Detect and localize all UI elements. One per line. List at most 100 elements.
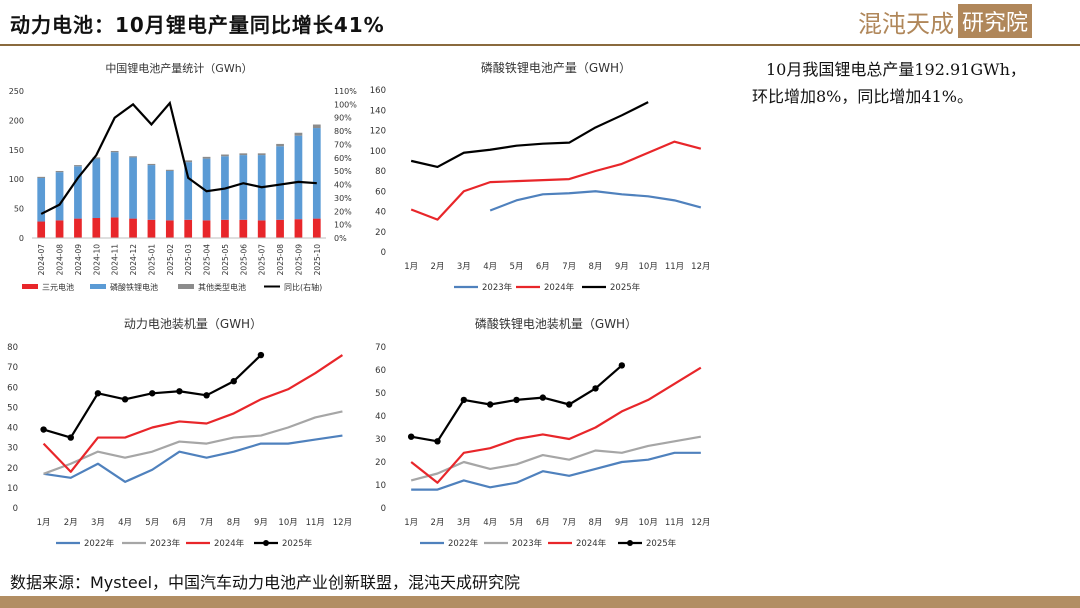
x-tick-label: 7月 — [562, 518, 576, 528]
x-tick-label: 1月 — [404, 262, 418, 272]
bar-segment — [55, 220, 64, 238]
legend-label: 2025年 — [610, 282, 641, 293]
x-tick-label: 5月 — [145, 518, 159, 528]
x-tick-label: 10月 — [639, 262, 658, 272]
bar-segment — [202, 156, 211, 159]
y-tick-label: 20 — [375, 228, 386, 238]
legend-label: 同比(右轴) — [284, 282, 322, 292]
x-tick-label: 2024-12 — [129, 244, 138, 276]
bar-segment — [129, 156, 137, 158]
x-tick-label: 6月 — [536, 262, 550, 272]
series-line — [43, 434, 343, 483]
x-tick-label: 2024-11 — [111, 244, 120, 276]
x-tick-label: 11月 — [665, 262, 684, 272]
legend-marker — [263, 540, 269, 546]
bar-segment — [184, 219, 193, 238]
bar-segment — [165, 169, 174, 171]
x-tick-label: 10月 — [278, 518, 297, 528]
x-tick-label: 2024-10 — [92, 244, 101, 276]
bar-segment — [165, 170, 174, 221]
y-tick-label: 80 — [375, 167, 386, 177]
x-tick-label: 6月 — [536, 518, 550, 528]
data-source-note: 数据来源：Mysteel，中国汽车动力电池产业创新联盟，混沌天成研究院 — [10, 573, 521, 592]
x-tick-label: 9月 — [254, 518, 268, 528]
legend-label: 2022年 — [448, 538, 479, 549]
legend-label: 2022年 — [84, 538, 115, 549]
header-divider — [0, 44, 1080, 46]
x-tick-label: 4月 — [483, 518, 497, 528]
data-point — [149, 390, 156, 397]
legend-swatch — [178, 284, 194, 289]
series-line — [411, 451, 701, 491]
x-tick-label: 11月 — [665, 518, 684, 528]
y2-tick-label: 100% — [334, 100, 357, 109]
legend-label: 2023年 — [482, 282, 513, 293]
bar-segment — [239, 219, 248, 238]
y-tick-label: 20 — [7, 464, 18, 474]
series-line — [42, 354, 344, 473]
y2-tick-label: 60% — [334, 154, 352, 163]
y2-tick-label: 80% — [334, 127, 352, 136]
y-tick-label: 40 — [375, 412, 386, 422]
x-tick-label: 5月 — [510, 262, 524, 272]
lfp-battery-installation-chart: 磷酸铁锂电池装机量（GWH） 0 10 20 30 40 50 60 70 1月 2月 3月 4月 5月 6… — [375, 316, 710, 549]
x-tick-label: 12月 — [691, 262, 710, 272]
y-tick-label: 40 — [375, 208, 386, 218]
data-point — [618, 362, 626, 369]
chart-title: 磷酸铁锂电池装机量（GWH） — [475, 316, 637, 331]
bar-segment — [92, 218, 101, 238]
y-tick-label: 0 — [381, 504, 386, 514]
legend-label: 三元电池 — [42, 282, 74, 292]
x-tick-label: 10月 — [639, 518, 658, 528]
bar-segment — [37, 221, 46, 238]
y-tick-label: 80 — [7, 343, 18, 353]
x-tick-label: 4月 — [483, 262, 497, 272]
y-tick-label: 10 — [7, 484, 18, 494]
legend-label: 2025年 — [646, 538, 677, 549]
legend-label: 2024年 — [544, 282, 575, 293]
bar-segment — [129, 157, 137, 219]
x-tick-label: 2024-09 — [74, 244, 83, 276]
y2-tick-label: 90% — [334, 114, 352, 123]
x-tick-label: 1月 — [37, 518, 51, 528]
power-battery-installation-chart: 动力电池装机量（GWH） 0 10 20 30 40 50 60 70 80 1月 2月 3月 4月 5月 6… — [7, 317, 352, 549]
summary-line-1: 10月我国锂电总产量192.91GWh， — [766, 60, 1026, 79]
bar-segment — [294, 135, 303, 220]
x-tick-label: 2月 — [431, 518, 445, 528]
y-tick-label: 70 — [7, 363, 18, 373]
bar-segment — [74, 166, 82, 219]
bar-segment — [294, 219, 303, 238]
x-tick-label: 1月 — [404, 518, 418, 528]
x-tick-label: 2024-07 — [37, 244, 46, 276]
y-tick-label: 70 — [375, 343, 386, 353]
data-point — [94, 390, 102, 397]
x-tick-label: 2025-10 — [313, 244, 322, 276]
y-tick-label: 160 — [370, 86, 386, 96]
x-tick-label: 2025-04 — [203, 244, 212, 276]
bar-segment — [74, 165, 82, 167]
x-tick-label: 9月 — [615, 518, 629, 528]
legend-marker — [627, 540, 633, 546]
data-point — [121, 396, 129, 403]
x-tick-label: 2025-07 — [258, 244, 267, 276]
y-tick-label: 50 — [375, 389, 386, 399]
data-point — [176, 388, 183, 395]
lithium-battery-output-chart: 中国锂电池产量统计（GWh） 0 50 100 150 200 250 0% 10% 20% 30%… — [9, 61, 358, 292]
bar-segment — [312, 128, 321, 219]
y2-tick-label: 0% — [334, 234, 347, 243]
y-tick-label: 50 — [14, 205, 24, 214]
x-tick-label: 2月 — [64, 518, 78, 528]
x-tick-label: 3月 — [457, 518, 471, 528]
legend-label: 2023年 — [512, 538, 543, 549]
x-tick-label: 2025-03 — [184, 244, 193, 276]
data-point — [539, 394, 547, 401]
bar-segment — [147, 165, 156, 220]
bar-segment — [239, 155, 248, 220]
bar-segment — [294, 132, 303, 136]
y2-tick-label: 20% — [334, 207, 352, 216]
x-tick-label: 3月 — [457, 262, 471, 272]
x-tick-label: 4月 — [118, 518, 132, 528]
data-point — [203, 392, 210, 399]
y-tick-label: 100 — [370, 147, 386, 157]
bar-segment — [92, 158, 101, 219]
